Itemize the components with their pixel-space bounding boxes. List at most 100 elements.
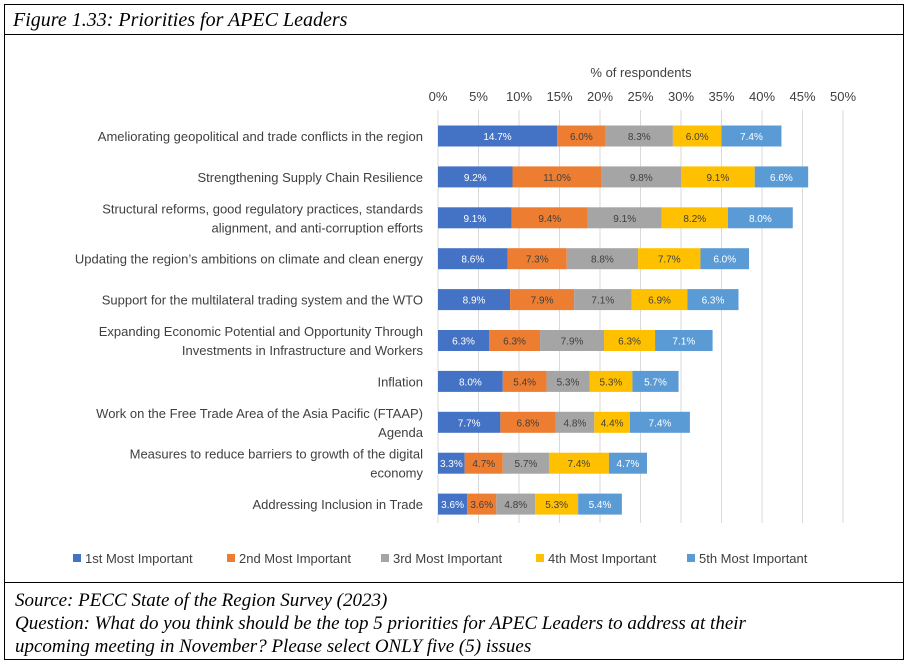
data-label: 6.0% [570, 132, 593, 143]
category-label-line: Investments in Infrastructure and Worker… [182, 343, 424, 358]
category-label-line: Measures to reduce barriers to growth of… [130, 447, 423, 462]
data-label: 7.4% [649, 418, 672, 429]
bar-segment [727, 207, 793, 229]
bar-segment [589, 370, 633, 392]
bar-segment [700, 248, 750, 270]
data-label: 14.7% [483, 132, 511, 143]
bar-segment [496, 493, 536, 515]
bar-segment [438, 289, 511, 311]
x-tick-label: 35% [708, 89, 734, 104]
data-label: 7.9% [561, 337, 584, 348]
x-tick-label: 45% [789, 89, 815, 104]
bar-segment [632, 370, 679, 392]
category-label-line: Addressing Inclusion in Trade [252, 497, 423, 512]
data-label: 3.3% [440, 459, 463, 470]
category-label: Structural reforms, good regulatory prac… [102, 201, 423, 235]
legend-swatch [536, 554, 544, 562]
data-label: 9.1% [613, 214, 636, 225]
data-label: 6.3% [452, 337, 475, 348]
bar-segment [438, 207, 512, 229]
bar-segment [507, 248, 567, 270]
bar-segment [502, 370, 547, 392]
category-label-line: Updating the region’s ambitions on clima… [75, 252, 424, 267]
data-label: 9.2% [464, 173, 487, 184]
bar-segment [655, 330, 713, 351]
data-label: 5.4% [589, 500, 612, 511]
legend-swatch [687, 554, 695, 562]
data-label: 8.6% [461, 255, 484, 266]
bar-segment [438, 493, 468, 515]
stacked-bar-chart: % of respondents 0% 5% 10% 15% 20% 25% 30% 35% 4… [73, 65, 856, 566]
data-label: 4.7% [617, 459, 640, 470]
bars: 14.7% 6.0% 8.3% 6.0% 7.4% 9.2% 11.0% 9.8% 9.1% 6.… [438, 125, 809, 515]
data-label: 9.1% [706, 173, 729, 184]
data-label: 8.3% [628, 132, 651, 143]
figure-title: Figure 1.33: Priorities for APEC Leaders [13, 9, 348, 31]
legend: 1st Most Important 2nd Most Important 3rd … [73, 551, 808, 566]
legend-label: 2nd Most Important [239, 551, 351, 566]
data-label: 7.1% [591, 296, 614, 307]
bar-segment [574, 289, 632, 311]
category-label: Inflation [377, 374, 423, 389]
x-axis-label: % of respondents [590, 65, 692, 80]
bar-segment [601, 166, 681, 188]
data-label: 5.3% [600, 377, 623, 388]
data-label: 5.7% [644, 377, 667, 388]
footer: Source: PECC State of the Region Survey … [5, 582, 903, 659]
data-label: 4.8% [504, 500, 527, 511]
category-label: Updating the region’s ambitions on clima… [75, 252, 424, 267]
bar-segment [672, 125, 722, 147]
bar-segment [578, 493, 622, 515]
category-label-line: alignment, and anti-corruption efforts [212, 220, 424, 235]
legend-swatch [73, 554, 81, 562]
source-note: Source: PECC State of the Region Survey … [15, 590, 388, 611]
bar-segment [629, 411, 690, 433]
bar-segment [546, 370, 590, 392]
data-label: 9.8% [630, 173, 653, 184]
data-label: 4.7% [472, 459, 495, 470]
category-label-line: Support for the multilateral trading sys… [102, 293, 423, 308]
figure-frame: Figure 1.33: Priorities for APEC Leaders… [4, 4, 904, 660]
data-label: 7.1% [672, 337, 695, 348]
category-label-line: Expanding Economic Potential and Opportu… [99, 324, 423, 339]
category-label-line: Ameliorating geopolitical and trade conf… [98, 129, 423, 144]
data-label: 5.4% [513, 377, 536, 388]
data-label: 8.8% [591, 255, 614, 266]
data-label: 4.8% [563, 418, 586, 429]
x-tick-label: 10% [506, 89, 532, 104]
bar-segment [754, 166, 809, 188]
data-label: 6.3% [618, 337, 641, 348]
legend-label: 4th Most Important [548, 551, 657, 566]
bar-segment [489, 330, 541, 351]
bar-segment [464, 452, 503, 474]
bar-segment [502, 452, 549, 474]
category-label-line: economy [370, 466, 423, 481]
data-label: 8.0% [749, 214, 772, 225]
data-label: 7.7% [458, 418, 481, 429]
data-label: 8.2% [683, 214, 706, 225]
legend-label: 1st Most Important [85, 551, 193, 566]
bar-segment [681, 166, 755, 188]
bar-segment [687, 289, 739, 311]
data-label: 6.6% [770, 173, 793, 184]
category-label-line: Inflation [377, 374, 423, 389]
x-tick-label: 5% [469, 89, 488, 104]
data-label: 5.7% [514, 459, 537, 470]
bar-segment [535, 493, 579, 515]
x-tick-label: 40% [749, 89, 775, 104]
category-label: Support for the multilateral trading sys… [102, 293, 423, 308]
data-label: 7.9% [531, 296, 554, 307]
bar-segment [631, 289, 688, 311]
data-label: 6.9% [648, 296, 671, 307]
bar-segment [438, 125, 558, 147]
data-label: 3.6% [441, 500, 464, 511]
bar-segment [438, 370, 503, 392]
data-label: 7.4% [568, 459, 591, 470]
bar-segment [438, 411, 501, 433]
data-label: 6.8% [517, 418, 540, 429]
bar-segment [608, 452, 647, 474]
category-label: Addressing Inclusion in Trade [252, 497, 423, 512]
chart-area: % of respondents 0% 5% 10% 15% 20% 25% 30% 35% 4… [5, 35, 903, 582]
legend-label: 5th Most Important [699, 551, 808, 566]
data-label: 3.6% [470, 500, 493, 511]
